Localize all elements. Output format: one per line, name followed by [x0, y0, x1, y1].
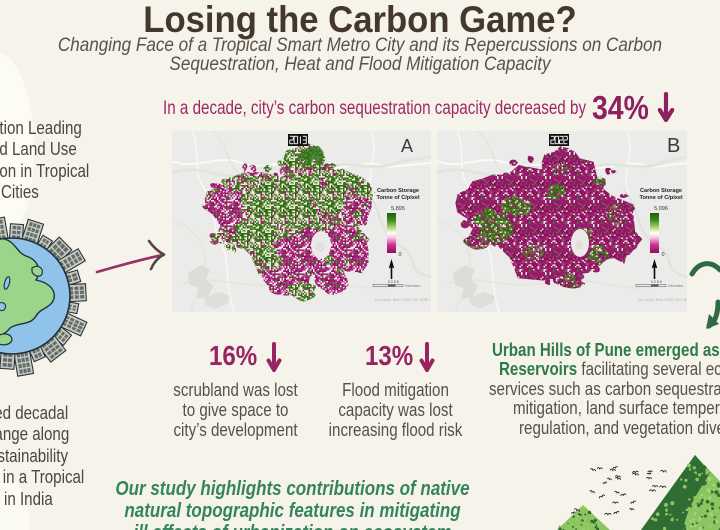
svg-text:Tonne of C/pixel: Tonne of C/pixel [376, 195, 420, 201]
svg-text:0: 0 [662, 252, 665, 258]
svg-text:0: 0 [399, 252, 402, 258]
svg-text:Carbon Storage: Carbon Storage [377, 188, 419, 194]
svg-text:Kilometers: Kilometers [668, 284, 683, 288]
svg-text:5,096: 5,096 [654, 206, 668, 212]
svg-text:Carbon Storage: Carbon Storage [640, 188, 682, 194]
svg-text:Esri, NASA, NGA, USGS; Esri, H: Esri, NASA, NGA, USGS; Esri, HERE, Garmi… [638, 298, 687, 302]
svg-text:Kilometers: Kilometers [405, 284, 420, 288]
svg-text:B: B [667, 135, 680, 157]
svg-text:0 2.5 5: 0 2.5 5 [651, 280, 662, 284]
svg-text:A: A [401, 136, 413, 156]
svg-text:Esri, NASA, NGA, USGS; Esri, H: Esri, NASA, NGA, USGS; Esri, HERE, Garmi… [375, 298, 431, 302]
svg-text:0 2.5 5: 0 2.5 5 [388, 280, 399, 284]
svg-text:5,895: 5,895 [391, 206, 405, 212]
svg-text:Tonne of C/pixel: Tonne of C/pixel [639, 195, 683, 201]
